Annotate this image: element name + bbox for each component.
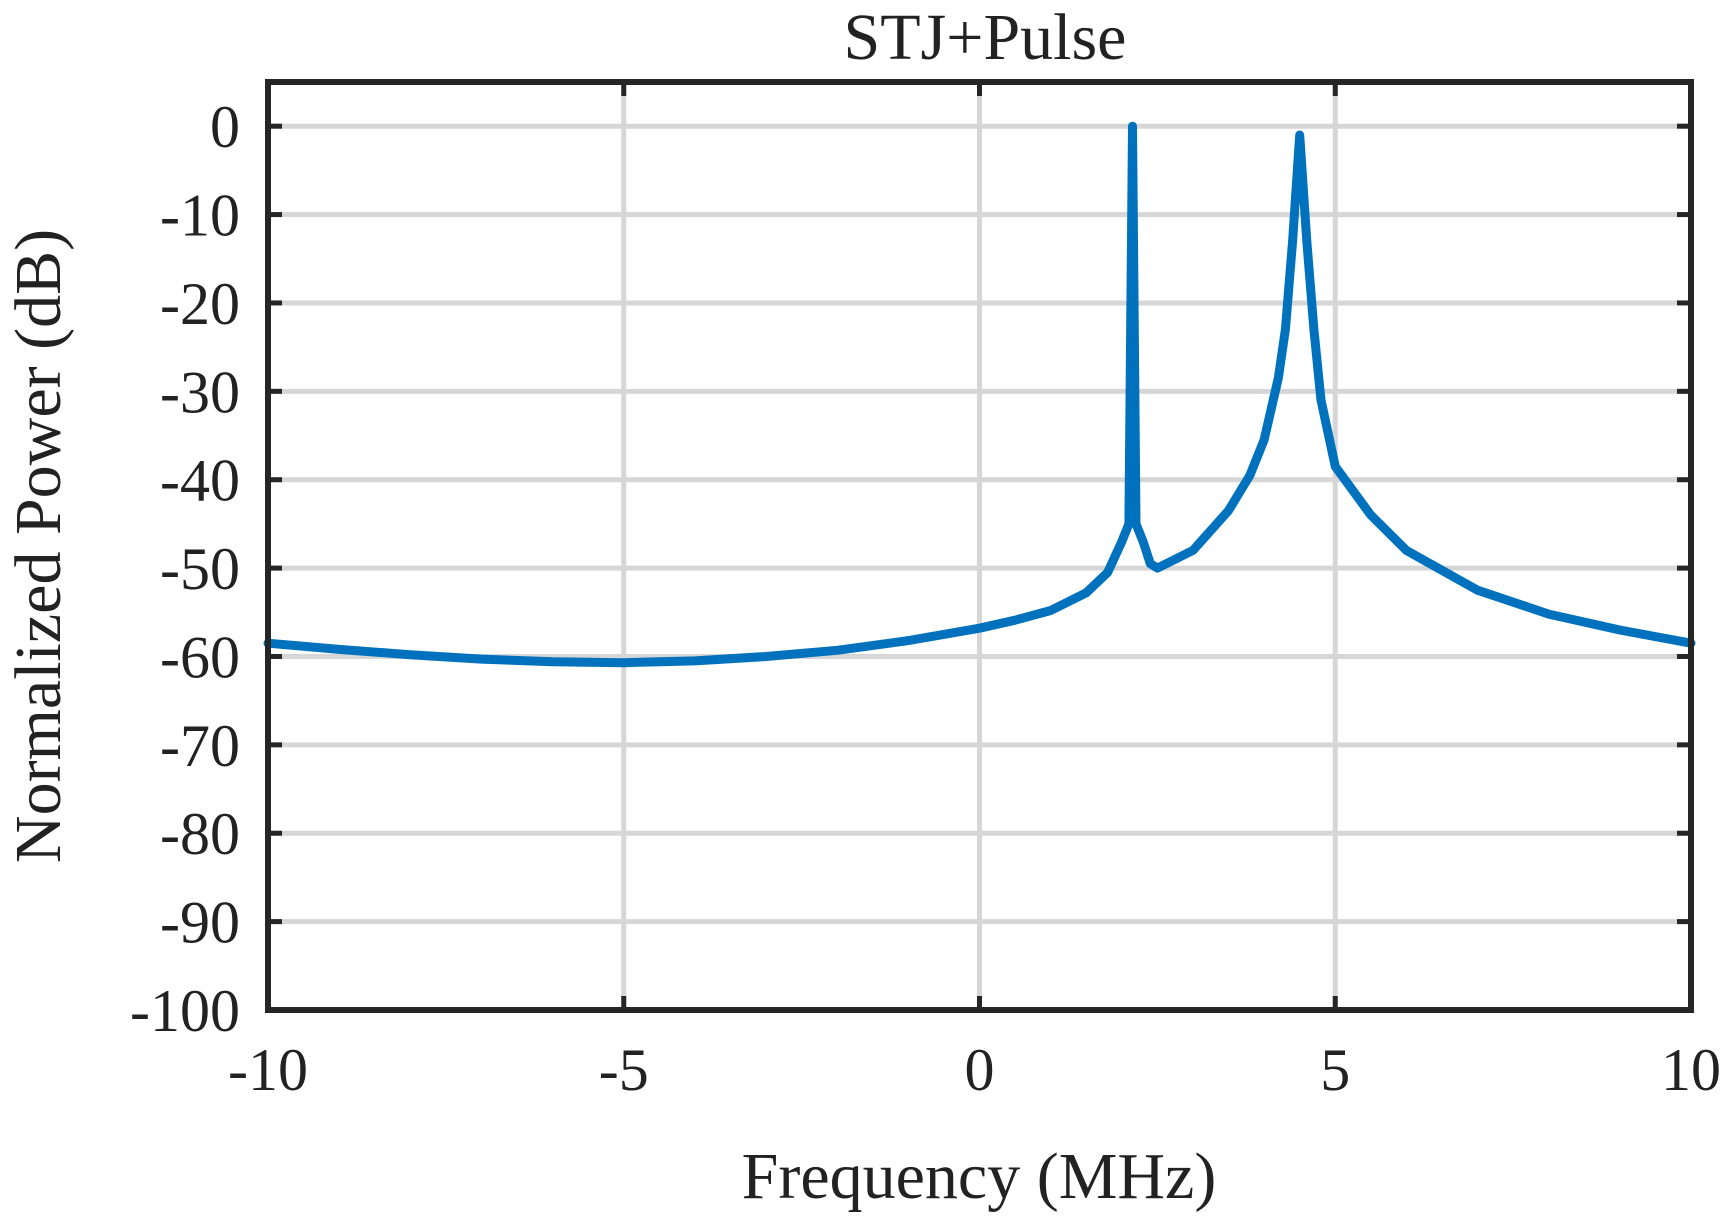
y-tick-label: -30 bbox=[160, 359, 240, 425]
series-layer bbox=[263, 121, 1696, 668]
grid bbox=[268, 82, 1691, 1010]
ticks bbox=[265, 82, 1694, 1013]
y-tick-label: -50 bbox=[160, 536, 240, 602]
x-tick-label: 10 bbox=[1661, 1037, 1721, 1103]
y-axis-label: Normalized Power (dB) bbox=[2, 229, 75, 863]
y-tick-label: -10 bbox=[160, 183, 240, 249]
y-tick-label: -20 bbox=[160, 271, 240, 337]
series-line bbox=[263, 121, 1696, 668]
y-tick-label: -100 bbox=[130, 978, 240, 1044]
x-tick-label: -5 bbox=[599, 1037, 649, 1103]
y-tick-label: -70 bbox=[160, 713, 240, 779]
y-tick-label: -90 bbox=[160, 890, 240, 956]
x-tick-labels: -10 -5 0 5 10 bbox=[228, 1037, 1721, 1103]
y-tick-label: -80 bbox=[160, 801, 240, 867]
x-tick-label: -10 bbox=[228, 1037, 308, 1103]
y-tick-label: -40 bbox=[160, 448, 240, 514]
x-tick-label: 5 bbox=[1320, 1037, 1350, 1103]
x-tick-label: 0 bbox=[965, 1037, 995, 1103]
y-tick-labels: 0 -10 -20 -30 -40 -50 -60 -70 -80 -90 -100 bbox=[130, 94, 240, 1044]
chart-title: STJ+Pulse bbox=[844, 1, 1127, 74]
y-tick-label: -60 bbox=[160, 624, 240, 690]
x-axis-label: Frequency (MHz) bbox=[742, 1140, 1217, 1213]
y-tick-label: 0 bbox=[210, 94, 240, 160]
